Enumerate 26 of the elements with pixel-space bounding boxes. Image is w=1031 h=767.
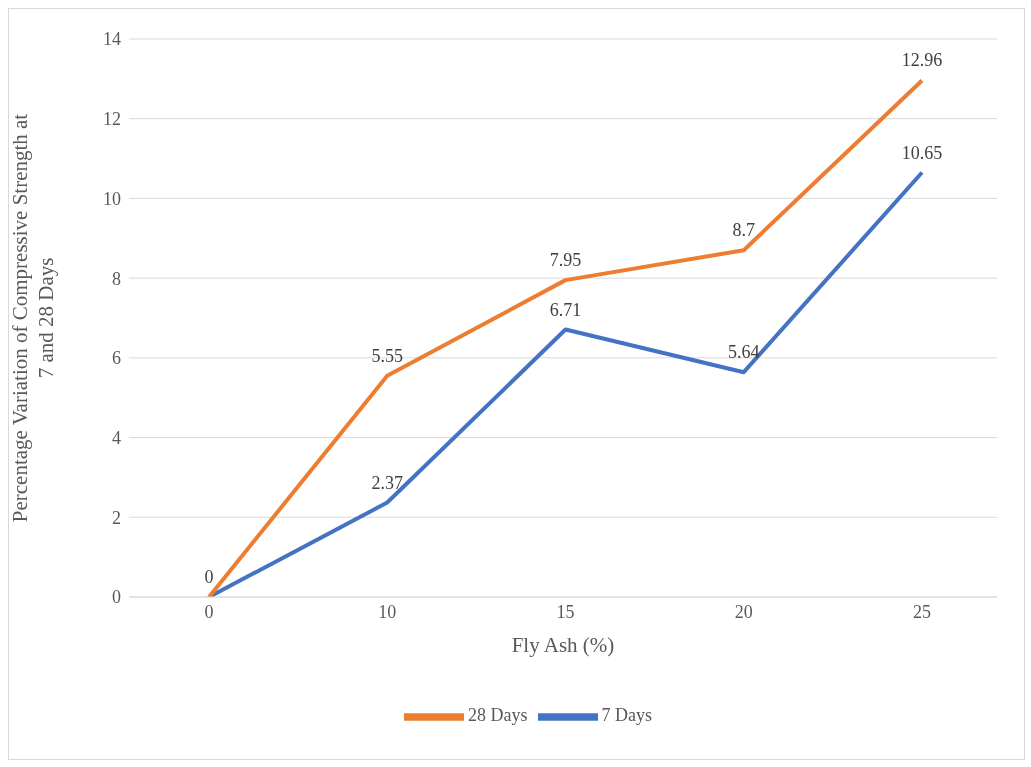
data-label: 7.95 <box>549 250 582 271</box>
data-label: 5.64 <box>728 342 760 363</box>
data-label: 0 <box>204 567 214 587</box>
legend-label: 7 Days <box>601 705 652 726</box>
data-label: 6.71 <box>549 299 582 320</box>
x-tick-label: 10 <box>378 601 397 622</box>
y-tick-label: 14 <box>103 29 121 50</box>
x-tick-label: 0 <box>204 601 214 622</box>
y-tick-label: 4 <box>112 427 121 448</box>
x-tick-label: 15 <box>556 601 575 622</box>
data-label: 5.55 <box>371 345 403 366</box>
y-axis-title: Percentage Variation of Compressive Strength at 7 and 28 Days <box>8 113 58 523</box>
x-axis-title: Fly Ash (%) <box>511 633 615 657</box>
y-tick-label: 10 <box>103 188 121 209</box>
data-label: 10.65 <box>901 142 943 163</box>
data-label: 8.7 <box>732 220 755 241</box>
x-tick-label: 25 <box>913 601 931 622</box>
data-label: 2.37 <box>371 472 403 493</box>
y-tick-label: 6 <box>112 348 121 369</box>
y-tick-label: 12 <box>103 109 121 130</box>
x-tick-label: 20 <box>734 601 753 622</box>
data-label: 12.96 <box>901 50 943 71</box>
y-tick-label: 2 <box>112 507 121 528</box>
y-tick-label: 0 <box>112 587 121 608</box>
y-tick-label: 8 <box>112 268 121 289</box>
legend-label: 28 Days <box>468 705 528 726</box>
